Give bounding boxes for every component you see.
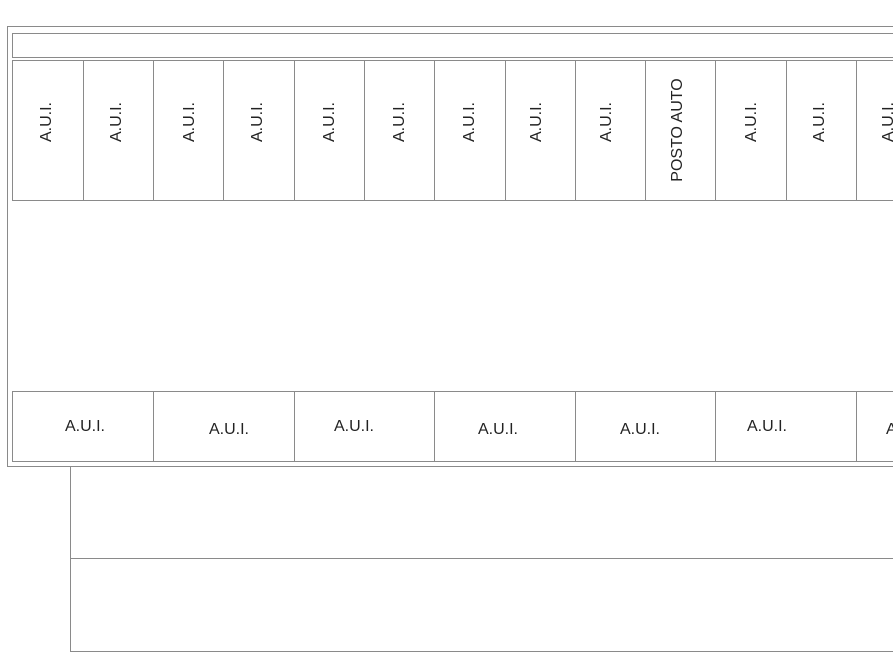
unit-label: A.U.I. xyxy=(209,421,249,438)
stall-label: A.U.I. xyxy=(811,102,828,142)
stall-label: POSTO AUTO xyxy=(669,78,686,181)
unit-label: A.U.I. xyxy=(65,418,105,435)
unit-label: A.U.I. xyxy=(886,421,893,438)
parking-stall xyxy=(856,60,893,201)
unit-label: A.U.I. xyxy=(620,421,660,438)
stall-label: A.U.I. xyxy=(528,102,545,142)
unit-label: A.U.I. xyxy=(478,421,518,438)
unit-cell xyxy=(856,391,893,462)
stall-label: A.U.I. xyxy=(461,102,478,142)
top-strip xyxy=(12,33,893,58)
unit-label: A.U.I. xyxy=(747,418,787,435)
stall-label: A.U.I. xyxy=(38,102,55,142)
stall-label: A.U.I. xyxy=(108,102,125,142)
stall-label: A.U.I. xyxy=(880,102,893,142)
stall-label: A.U.I. xyxy=(391,102,408,142)
unit-label: A.U.I. xyxy=(334,418,374,435)
stall-label: A.U.I. xyxy=(743,102,760,142)
lower-block-2 xyxy=(70,558,893,652)
stall-label: A.U.I. xyxy=(181,102,198,142)
lower-block-1 xyxy=(70,466,893,559)
stall-label: A.U.I. xyxy=(598,102,615,142)
stall-label: A.U.I. xyxy=(249,102,266,142)
outer-boundary xyxy=(7,26,893,467)
stall-label: A.U.I. xyxy=(321,102,338,142)
